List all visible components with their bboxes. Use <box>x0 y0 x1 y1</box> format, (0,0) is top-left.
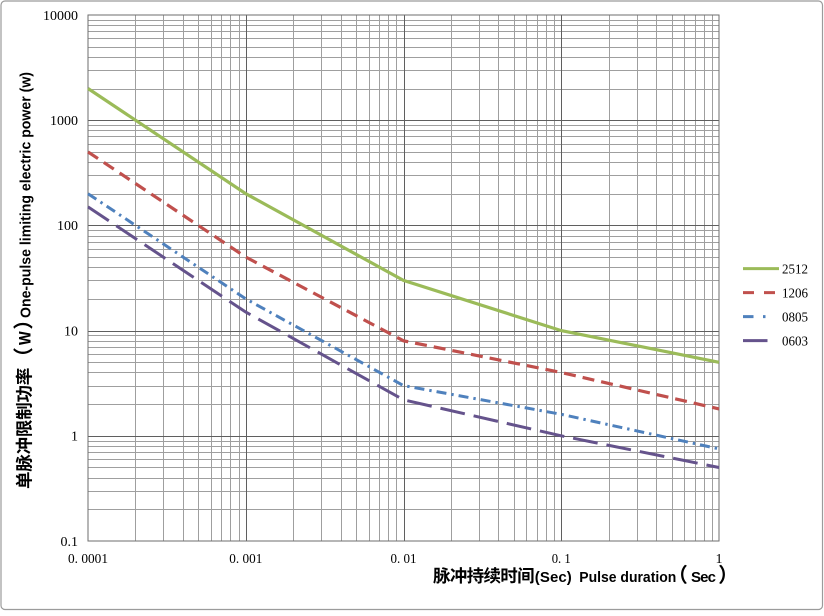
svg-text:0. 0001: 0. 0001 <box>68 552 108 567</box>
svg-text:10000: 10000 <box>43 9 78 24</box>
svg-text:0.1: 0.1 <box>61 535 79 550</box>
svg-text:0. 001: 0. 001 <box>229 552 262 567</box>
svg-text:One-pulse limiting electric po: One-pulse limiting electric power (w) <box>18 72 35 318</box>
svg-text:1: 1 <box>71 430 78 445</box>
svg-text:0. 1: 0. 1 <box>552 552 571 567</box>
svg-text:0603: 0603 <box>782 334 808 349</box>
svg-text:Pulse duration: Pulse duration <box>579 569 676 586</box>
svg-text:1206: 1206 <box>782 286 808 301</box>
svg-text:1000: 1000 <box>50 114 78 129</box>
svg-text:0805: 0805 <box>782 310 808 325</box>
svg-text:100: 100 <box>57 219 78 234</box>
svg-text:10: 10 <box>64 324 78 339</box>
svg-text:Sec: Sec <box>691 569 716 586</box>
svg-text:2512: 2512 <box>782 262 808 277</box>
svg-text:(Sec): (Sec) <box>535 569 572 586</box>
svg-text:1: 1 <box>716 552 723 567</box>
svg-text:0. 01: 0. 01 <box>391 552 417 567</box>
